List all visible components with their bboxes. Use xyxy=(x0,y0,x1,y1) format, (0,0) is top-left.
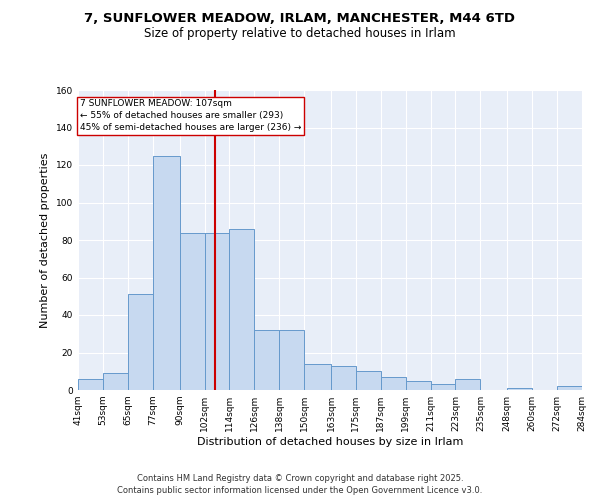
Bar xyxy=(406,380,431,390)
Bar xyxy=(381,377,406,390)
Bar xyxy=(557,386,582,390)
Y-axis label: Number of detached properties: Number of detached properties xyxy=(40,152,50,328)
Bar xyxy=(431,384,455,390)
Bar xyxy=(205,232,229,390)
Bar xyxy=(179,232,205,390)
Bar xyxy=(128,294,152,390)
Bar xyxy=(229,229,254,390)
Bar xyxy=(254,330,279,390)
Bar xyxy=(304,364,331,390)
Bar xyxy=(356,371,381,390)
Bar xyxy=(152,156,179,390)
Bar xyxy=(508,388,532,390)
Bar xyxy=(103,373,128,390)
Bar xyxy=(78,379,103,390)
X-axis label: Distribution of detached houses by size in Irlam: Distribution of detached houses by size … xyxy=(197,437,463,447)
Bar xyxy=(279,330,304,390)
Bar xyxy=(455,379,481,390)
Text: Contains HM Land Registry data © Crown copyright and database right 2025.
Contai: Contains HM Land Registry data © Crown c… xyxy=(118,474,482,495)
Bar xyxy=(331,366,356,390)
Text: 7, SUNFLOWER MEADOW, IRLAM, MANCHESTER, M44 6TD: 7, SUNFLOWER MEADOW, IRLAM, MANCHESTER, … xyxy=(85,12,515,26)
Text: Size of property relative to detached houses in Irlam: Size of property relative to detached ho… xyxy=(144,28,456,40)
Text: 7 SUNFLOWER MEADOW: 107sqm
← 55% of detached houses are smaller (293)
45% of sem: 7 SUNFLOWER MEADOW: 107sqm ← 55% of deta… xyxy=(80,100,301,132)
